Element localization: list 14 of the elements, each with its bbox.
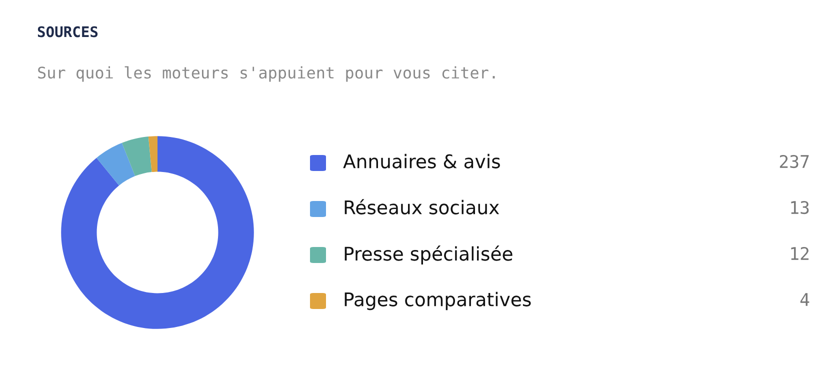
legend-label: Presse spécialisée [344,246,512,264]
donut-slice [148,136,158,172]
donut-slice [122,136,152,176]
legend-label: Réseaux sociaux [344,199,500,214]
chart-title: SOURCES [38,26,98,38]
data-label: 12 [791,246,809,260]
data-label: 13 [791,200,809,214]
data-label: 4 [800,293,810,306]
donut-slice [61,136,254,329]
legend-label: Pages comparatives [344,292,531,310]
legend-label: Annuaires & avis [343,154,500,168]
donut-slice [96,142,136,186]
data-label: 237 [780,154,809,168]
chart-subtitle: Sur quoi les moteurs s'appuient pour vous citer. [38,66,495,82]
